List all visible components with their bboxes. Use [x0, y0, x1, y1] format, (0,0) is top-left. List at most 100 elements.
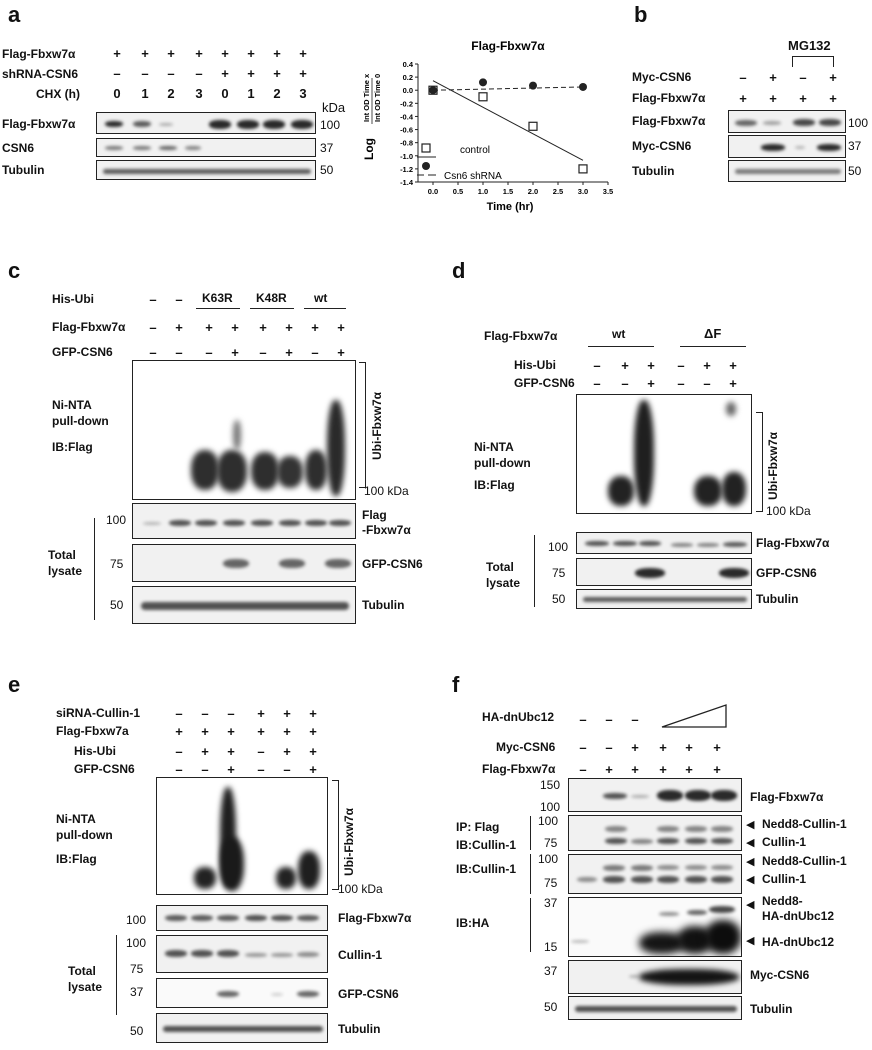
e-blot-gfp [156, 978, 328, 1008]
d-group-wt: wt [612, 327, 626, 341]
a-flag-sign: + [273, 46, 281, 61]
f-blot-label-flag: Flag-Fbxw7α [750, 790, 824, 804]
chart-ylabel-num: Int OD Time x [362, 73, 371, 122]
d-mw-75: 75 [552, 566, 566, 580]
d-group-df: ΔF [704, 326, 722, 341]
d-ib: IB:Flag [474, 478, 515, 492]
c-blot-gfp [132, 544, 356, 582]
e-his-sign: + [283, 744, 291, 759]
e-flag-sign: + [201, 724, 209, 739]
c-blot-label-flag1: Flag [362, 508, 387, 522]
d-ni1: Ni-NTA [474, 440, 514, 454]
d-blot-label-gfp: GFP-CSN6 [756, 566, 817, 580]
a-chx-value: 1 [247, 86, 255, 101]
a-row-shrna: shRNA-CSN6 [2, 67, 79, 81]
chart-control-point [578, 164, 588, 174]
e-his-sign: + [309, 744, 317, 759]
c-gfp-sign: – [259, 345, 267, 360]
b-myc-sign: – [739, 70, 747, 85]
chart-x-tick-label: 3.0 [578, 187, 588, 196]
c-flag-sign: – [149, 320, 157, 335]
chart-y-tick-label: 0.4 [403, 60, 414, 69]
c-gfp-sign: – [149, 345, 157, 360]
chart-y-tick-label: -1.4 [400, 178, 414, 187]
a-blot-flag [96, 112, 316, 134]
d-his-sign: – [593, 358, 601, 373]
chart-shrna-point [429, 86, 437, 95]
d-row-his: His-Ubi [514, 358, 556, 372]
b-mw-50: 50 [848, 164, 862, 178]
a-decay-chart: Flag-Fbxw7α 0.4 0.2 0.0 -0.2 -0.4 -0.6 -0.8 -1.… [362, 39, 613, 213]
e-row-flag: Flag-Fbxw7a [56, 724, 129, 738]
c-total2: lysate [48, 564, 83, 578]
chart-shrna-trendline [432, 86, 584, 91]
b-flag-sign: + [739, 91, 747, 106]
c-flag-sign: + [175, 320, 183, 335]
c-blot-label-gfp: GFP-CSN6 [362, 557, 423, 571]
e-his-sign: – [257, 744, 265, 759]
a-shrna-sign: + [221, 66, 229, 81]
f-ha-sign: – [579, 712, 587, 727]
f-flag-sign: + [631, 762, 639, 777]
chart-y-tick-label: -0.2 [400, 99, 413, 108]
d-his-sign: + [729, 358, 737, 373]
panel-a-label: a [8, 2, 21, 27]
e-his-sign: + [227, 744, 235, 759]
e-gfp-sign: – [175, 762, 183, 777]
d-row-gfp: GFP-CSN6 [514, 376, 575, 390]
c-flag-sign: + [231, 320, 239, 335]
c-mw-50: 50 [110, 598, 124, 612]
f-blot-flag [568, 778, 742, 812]
d-ubi-label: Ubi-Fbxw7α [766, 431, 780, 500]
c-his-sign: – [175, 292, 183, 307]
f-cullin2: Cullin-1 [762, 872, 806, 886]
f-flag-sign: + [713, 762, 721, 777]
chart-x-tick-label: 0.0 [428, 187, 438, 196]
c-flag-sign: + [337, 320, 345, 335]
chart-shrna-point [529, 81, 537, 90]
e-mw-75: 75 [130, 962, 144, 976]
d-blot-label-flag: Flag-Fbxw7α [756, 536, 830, 550]
a-shrna-sign: + [299, 66, 307, 81]
a-flag-sign: + [195, 46, 203, 61]
legend-control: control [460, 145, 490, 156]
a-flag-sign: + [299, 46, 307, 61]
e-blot-pulldown [158, 777, 326, 895]
e-ib: IB:Flag [56, 852, 97, 866]
f-ha-sign: – [605, 712, 613, 727]
c-group-wt: wt [314, 291, 328, 305]
panel-c-label: c [8, 258, 21, 283]
a-flag-sign: + [247, 46, 255, 61]
d-his-sign: + [621, 358, 629, 373]
f-ib-cul2: IB:Cullin-1 [456, 862, 516, 876]
e-total-bracket [116, 935, 117, 1015]
a-blot-label-tubulin: Tubulin [2, 163, 45, 177]
f-myc-sign: – [605, 740, 613, 755]
c-blot-label-flag2: -Fbxw7α [362, 523, 411, 537]
c-blot-label-tubulin: Tubulin [362, 598, 405, 612]
b-myc-sign: + [829, 70, 837, 85]
chart-ylabel-den: Int OD Time 0 [373, 74, 382, 122]
f-blot-label-myc: Myc-CSN6 [750, 968, 810, 982]
e-mw-100b: 100 [126, 936, 147, 950]
f-row-myc: Myc-CSN6 [496, 740, 556, 754]
d-ubi-bracket [756, 412, 763, 512]
f-row-ha: HA-dnUbc12 [482, 710, 555, 724]
d-gfp-sign: – [703, 376, 711, 391]
e-gfp-sign: – [201, 762, 209, 777]
c-row-his: His-Ubi [52, 292, 94, 306]
chart-x-tick-label: 2.0 [528, 187, 538, 196]
f-nedd8-ha2: HA-dnUbc12 [762, 909, 835, 923]
chart-control-trendline [432, 80, 584, 161]
f-row-flag: Flag-Fbxw7α [482, 762, 556, 776]
chart-control-point [478, 92, 488, 102]
b-mw-100: 100 [848, 116, 869, 130]
e-mw-50: 50 [130, 1024, 144, 1038]
f-blot-tubulin [568, 996, 742, 1020]
e-flag-sign: + [283, 724, 291, 739]
b-row-flag: Flag-Fbxw7α [632, 91, 706, 105]
a-flag-sign: + [167, 46, 175, 61]
e-si-sign: + [257, 706, 265, 721]
d-gfp-sign: – [621, 376, 629, 391]
c-blot-pulldown [133, 360, 355, 500]
